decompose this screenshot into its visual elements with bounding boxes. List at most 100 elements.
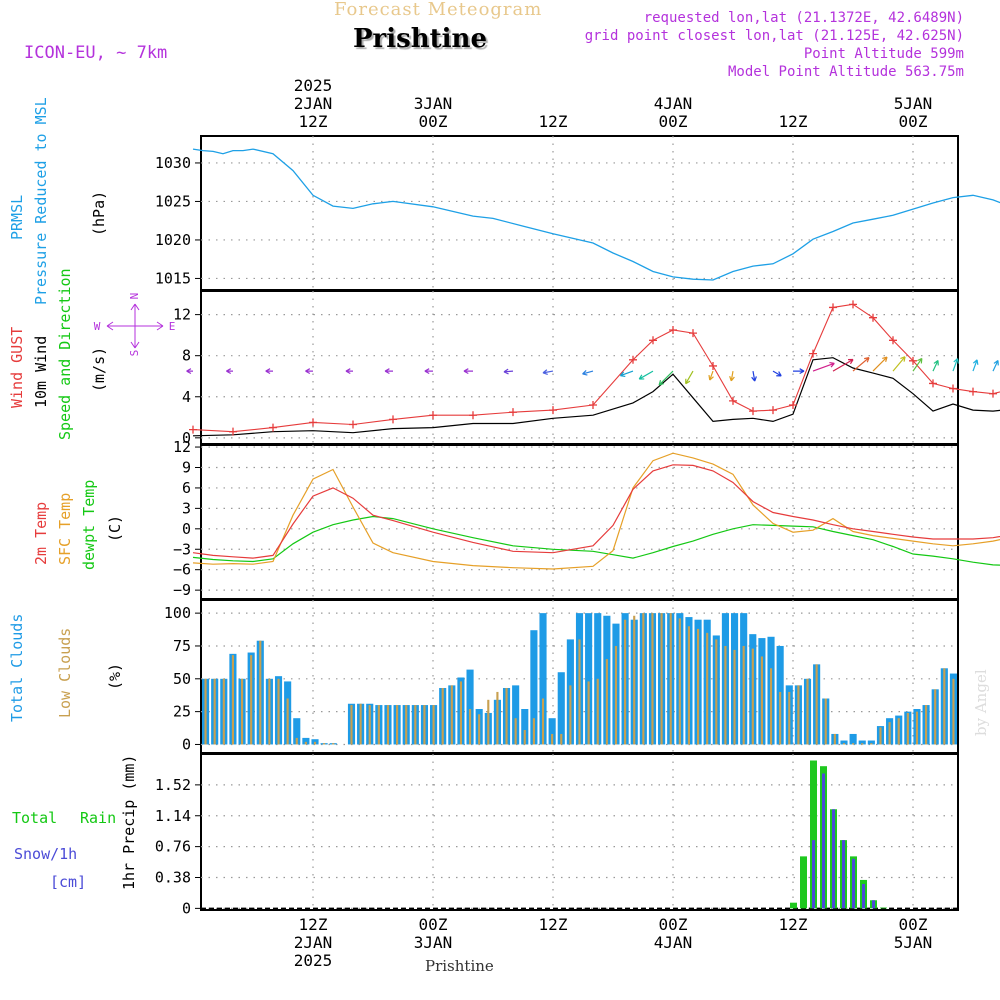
low-cloud-bar bbox=[879, 727, 882, 745]
low-cloud-bar bbox=[304, 741, 307, 745]
time-axis-bottom-label: 00Z bbox=[899, 915, 928, 934]
wind-gust-marker bbox=[509, 408, 517, 417]
wind-gust-marker bbox=[729, 396, 737, 405]
time-axis-top-label: 2JAN bbox=[294, 94, 333, 113]
snow-bar bbox=[862, 884, 865, 909]
wind-direction-arrow bbox=[265, 368, 273, 375]
low-cloud-bar bbox=[551, 733, 554, 745]
low-cloud-bar bbox=[660, 613, 663, 745]
time-axis-bottom-label: 12Z bbox=[539, 915, 568, 934]
low-cloud-bar bbox=[797, 685, 800, 745]
low-cloud-bar bbox=[386, 705, 390, 745]
low-cloud-bar bbox=[614, 645, 618, 745]
wind-gust-marker bbox=[789, 400, 797, 409]
wind-gust-marker bbox=[269, 423, 277, 432]
low-cloud-bar bbox=[441, 687, 444, 745]
time-axis-top-label: 00Z bbox=[419, 112, 448, 131]
low-cloud-bar bbox=[377, 705, 380, 745]
total-cloud-bar bbox=[302, 737, 310, 745]
wind-gust-marker bbox=[829, 303, 837, 312]
low-cloud-bar bbox=[359, 703, 362, 745]
low-cloud-bar bbox=[222, 678, 225, 745]
low-cloud-bar bbox=[925, 705, 928, 745]
low-cloud-bar bbox=[396, 705, 399, 745]
low-cloud-bar bbox=[742, 645, 745, 745]
wind-gust-marker bbox=[989, 389, 997, 398]
y-tick-label: 6 bbox=[182, 479, 191, 497]
time-axis-bottom-label: 2JAN bbox=[294, 933, 333, 952]
low-cloud-bar bbox=[423, 705, 426, 745]
compass-west: W bbox=[94, 320, 101, 333]
low-cloud-bar bbox=[450, 685, 453, 745]
time-axis-top-label: 3JAN bbox=[414, 94, 453, 113]
wind-direction-arrow bbox=[932, 359, 939, 372]
wind-direction-arrow bbox=[345, 368, 353, 375]
y-tick-label: −9 bbox=[173, 581, 191, 599]
total-cloud-bar bbox=[840, 740, 848, 745]
low-cloud-bar bbox=[769, 668, 773, 745]
low-cloud-bar bbox=[432, 705, 435, 745]
time-axis-bottom-label: 12Z bbox=[299, 915, 328, 934]
wind-gust-marker bbox=[889, 336, 897, 345]
low-cloud-bar bbox=[669, 613, 672, 745]
wind-direction-arrow bbox=[503, 368, 514, 375]
snow-bar bbox=[832, 809, 835, 909]
panel-frame bbox=[200, 753, 959, 911]
wind-speed-line bbox=[192, 357, 1000, 437]
wind-direction-arrow bbox=[424, 368, 433, 375]
low-cloud-bar bbox=[779, 691, 782, 745]
low-cloud-bar bbox=[578, 639, 581, 745]
wind-gust-marker bbox=[429, 411, 437, 420]
rain-bar bbox=[880, 907, 887, 909]
wind-direction-arrow bbox=[972, 359, 979, 372]
low-cloud-bar bbox=[596, 678, 599, 745]
wind-gust-marker bbox=[929, 379, 937, 388]
total-cloud-bar bbox=[512, 685, 520, 745]
wind-gust-marker bbox=[769, 406, 777, 415]
low-cloud-bar bbox=[295, 737, 298, 745]
wind-direction-arrow bbox=[619, 370, 634, 378]
model-label: ICON-EU, ~ 7km bbox=[24, 43, 168, 63]
low-cloud-bar bbox=[751, 648, 754, 745]
low-cloud-bar bbox=[468, 709, 472, 745]
low-cloud-bar bbox=[888, 722, 891, 745]
time-axis-top-label: 4JAN bbox=[654, 94, 693, 113]
y-tick-label: −3 bbox=[173, 540, 191, 558]
low-cloud-bar bbox=[651, 613, 654, 745]
low-cloud-bar bbox=[934, 689, 937, 745]
y-tick-label: 0 bbox=[182, 735, 191, 753]
low-cloud-bar bbox=[906, 712, 909, 745]
compass-rose-icon bbox=[106, 303, 164, 349]
grid-point-location: grid point closest lon,lat (21.125E, 42.… bbox=[584, 28, 964, 44]
y-tick-label: 100 bbox=[164, 604, 191, 622]
dewpt-temp-line bbox=[192, 515, 1000, 566]
time-axis-top-label: 12Z bbox=[299, 112, 328, 131]
total-cloud-bar bbox=[548, 718, 556, 745]
time-axis-bottom-label: 4JAN bbox=[654, 933, 693, 952]
total-cloud-bar bbox=[858, 740, 866, 745]
time-axis-top-label: 12Z bbox=[539, 112, 568, 131]
wind-direction-arrow bbox=[751, 370, 757, 382]
low-cloud-bar bbox=[240, 678, 244, 745]
low-cloud-bar bbox=[532, 718, 535, 745]
wind-direction-arrow bbox=[992, 359, 999, 372]
low-cloud-bar bbox=[870, 743, 873, 745]
y-tick-label: 1.52 bbox=[155, 776, 191, 794]
rain-bar bbox=[810, 760, 817, 909]
snow-bar bbox=[852, 858, 855, 909]
precip-snow-label: Snow/1h bbox=[14, 845, 78, 863]
wind-direction-arrow bbox=[708, 370, 714, 381]
rain-bar bbox=[790, 902, 797, 909]
wind-direction-arrow bbox=[384, 368, 393, 375]
wind-gust-marker bbox=[809, 349, 817, 358]
wind-direction-arrow bbox=[852, 357, 870, 372]
low-cloud-bar bbox=[760, 656, 763, 745]
wind-direction-arrow bbox=[832, 358, 854, 372]
pressure-line bbox=[192, 148, 1000, 281]
y-tick-label: 0 bbox=[182, 429, 191, 447]
total-cloud-bar bbox=[849, 733, 857, 745]
snow-bar bbox=[822, 773, 825, 909]
point-altitude: Point Altitude 599m bbox=[803, 46, 964, 62]
total-cloud-bar bbox=[539, 613, 547, 745]
